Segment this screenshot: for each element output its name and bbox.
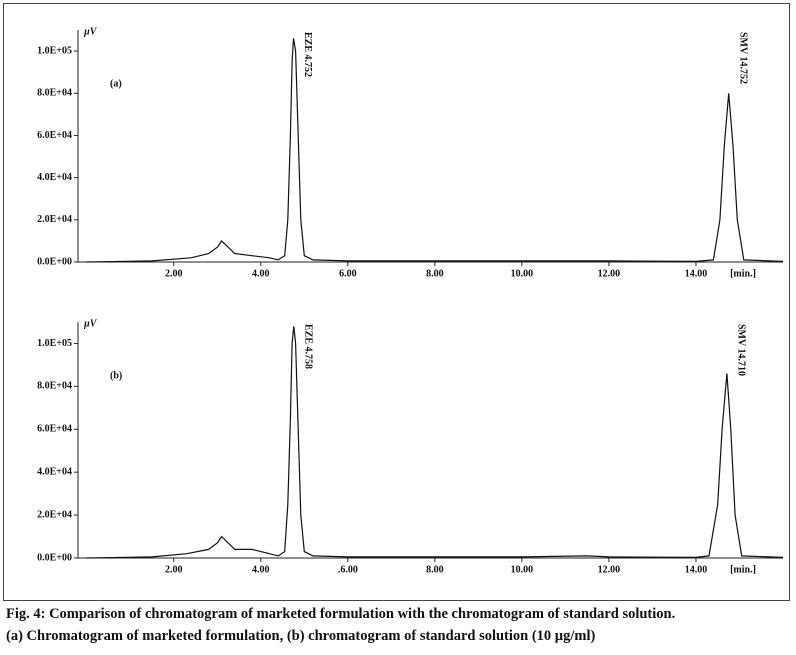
x-tick-label: 10.00	[511, 268, 534, 279]
x-tick-label: 10.00	[511, 564, 534, 575]
caption-title: Fig. 4: Comparison of chromatogram of ma…	[6, 606, 676, 622]
x-tick-label: 2.00	[165, 268, 183, 279]
y-tick-label: 1.0E+05	[37, 45, 72, 56]
x-tick-label: 12.00	[598, 268, 621, 279]
y-unit: µV	[83, 318, 98, 329]
y-tick-label: 1.0E+05	[37, 338, 72, 349]
x-tick-label: 6.00	[339, 268, 357, 279]
chromatogram-line	[86, 38, 784, 263]
y-tick-label: 2.0E+04	[37, 509, 72, 520]
x-tick-label: 4.00	[252, 564, 270, 575]
y-tick-label: 6.0E+04	[37, 130, 72, 141]
x-tick-label: 12.00	[598, 564, 621, 575]
x-axis-label: [min.]	[730, 564, 756, 575]
y-unit: µV	[83, 26, 98, 37]
y-tick-label: 6.0E+04	[37, 424, 72, 435]
figure-frame	[3, 3, 790, 601]
x-tick-label: 4.00	[252, 268, 270, 279]
y-tick-label: 0.0E+00	[37, 256, 72, 267]
peak-annotation: EZE 4.752	[302, 32, 313, 77]
panel-label: (a)	[110, 78, 122, 89]
panel-label: (b)	[110, 370, 122, 381]
chromatogram-line	[86, 326, 784, 559]
x-tick-label: 2.00	[165, 564, 183, 575]
x-axis-label: [min.]	[730, 268, 756, 279]
peak-annotation: EZE 4.758	[302, 324, 313, 369]
x-tick-label: 14.00	[685, 268, 708, 279]
y-tick-label: 2.0E+04	[37, 214, 72, 225]
x-tick-label: 8.00	[426, 268, 444, 279]
x-tick-label: .6.00	[338, 564, 358, 575]
y-tick-label: 8.0E+04	[37, 88, 72, 99]
peak-annotation: SMV 14.710	[736, 324, 747, 376]
chart: 0.0E+00 2.0E+04 4.0E+04 6.0E+04 8.0E+04 1.0E+…	[37, 26, 784, 575]
y-tick-label: 4.0E+04	[37, 466, 72, 477]
y-tick-label: 8.0E+04	[37, 381, 72, 392]
y-tick-label: 0.0E+00	[37, 552, 72, 563]
y-tick-label: 4.0E+04	[37, 172, 72, 183]
x-tick-label: 8.00	[426, 564, 444, 575]
x-tick-label: 14.00	[685, 564, 708, 575]
peak-annotation: SMV 14.752	[737, 32, 748, 84]
caption-text: (a) Chromatogram of marketed formulation…	[6, 628, 596, 644]
